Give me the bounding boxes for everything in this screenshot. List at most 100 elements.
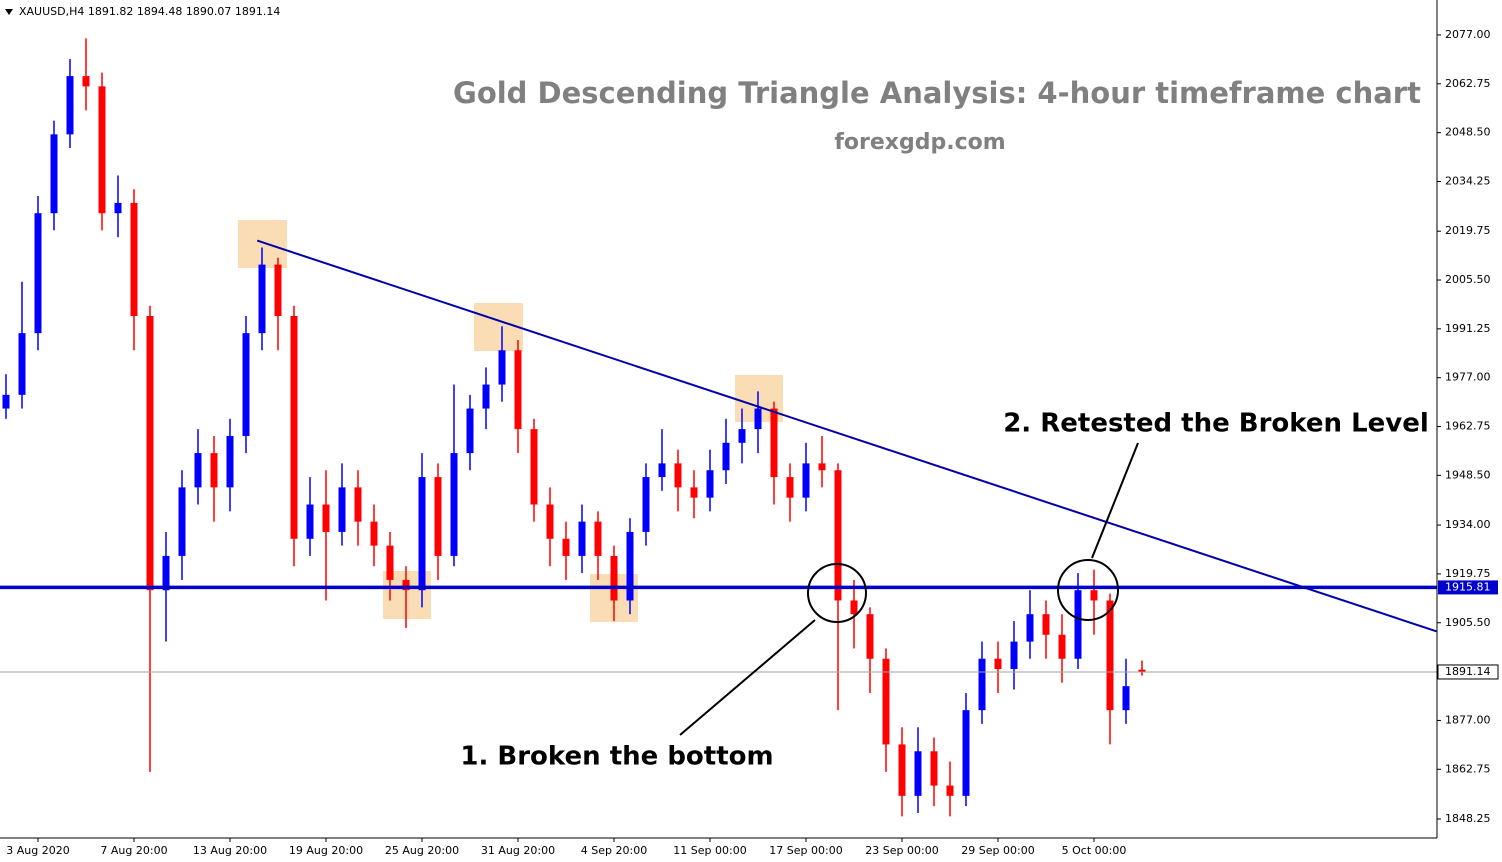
y-tick-label: 1991.25	[1445, 322, 1491, 335]
candle-body	[66, 76, 74, 135]
y-tick-label: 1977.00	[1445, 371, 1491, 384]
chart-subtitle: forexgdp.com	[834, 130, 1005, 155]
candle-body	[578, 521, 586, 556]
candle-body	[370, 521, 378, 546]
y-tick-label: 1905.50	[1445, 616, 1491, 629]
candle-body	[562, 538, 570, 556]
x-tick-label: 31 Aug 20:00	[481, 844, 555, 857]
y-tick-label: 1962.75	[1445, 420, 1491, 433]
candle-body	[546, 504, 554, 539]
x-tick-label: 17 Sep 00:00	[769, 844, 842, 857]
candle-body	[130, 202, 138, 317]
candle-body	[178, 487, 186, 556]
y-tick-label: 2034.25	[1445, 174, 1491, 187]
candle-body	[194, 453, 202, 488]
y-tick-label: 1948.50	[1445, 468, 1491, 481]
candle-body	[530, 429, 538, 505]
candle-body	[82, 76, 90, 87]
overlay: 1891.14 1915.81	[0, 239, 1499, 680]
y-tick-label: 2077.00	[1445, 28, 1491, 41]
candle-body	[786, 477, 794, 498]
candle-body	[882, 658, 890, 745]
candle-body	[626, 531, 634, 601]
support-label-box	[1438, 580, 1498, 595]
candle-body	[1010, 641, 1018, 670]
annotation: 2. Retested the Broken Level	[1003, 409, 1429, 439]
candle-body	[738, 429, 746, 443]
candle-body	[978, 658, 986, 711]
last-open: 1891.82	[88, 5, 134, 18]
candle-body	[482, 384, 490, 409]
last-close: 1891.14	[235, 5, 281, 18]
candle-body	[594, 521, 602, 556]
x-tick-label: 3 Aug 2020	[6, 844, 69, 857]
candle-body	[1026, 614, 1034, 642]
support-label: 1915.81	[1445, 580, 1491, 593]
x-tick-label: 11 Sep 00:00	[673, 844, 746, 857]
candle-body	[258, 264, 266, 334]
candle-body	[418, 477, 426, 591]
y-tick-label: 2005.50	[1445, 273, 1491, 286]
candle-body	[1074, 590, 1082, 659]
candle-body	[450, 453, 458, 556]
candle-body	[290, 316, 298, 539]
candle-body	[658, 463, 666, 478]
candle-body	[162, 555, 170, 591]
candle-body	[802, 463, 810, 498]
candle-body	[610, 555, 618, 601]
candle-body	[994, 658, 1002, 670]
candle-body	[498, 350, 506, 385]
candle-body	[146, 316, 154, 591]
x-tick-label: 4 Sep 20:00	[581, 844, 647, 857]
candle-body	[1138, 669, 1146, 672]
candle-body	[466, 408, 474, 454]
candle-body	[818, 463, 826, 471]
y-tick-label: 2019.75	[1445, 224, 1491, 237]
candle-body	[242, 333, 250, 436]
candle-body	[834, 470, 842, 601]
y-tick-label: 1848.25	[1445, 812, 1491, 825]
candle-body	[898, 744, 906, 796]
last-low: 1890.07	[186, 5, 232, 18]
candle-body	[338, 487, 346, 532]
trendline	[256, 239, 1437, 633]
candle-body	[322, 504, 330, 532]
candle-body	[866, 614, 874, 659]
chart-title: Gold Descending Triangle Analysis: 4-hou…	[453, 76, 1421, 110]
candle-body	[946, 785, 954, 796]
candle-body	[1058, 634, 1066, 659]
price-label: 1891.14	[1445, 665, 1491, 678]
callout-line	[679, 619, 816, 736]
callout-line	[1091, 442, 1139, 559]
candle-body	[402, 579, 410, 591]
x-tick-label: 19 Aug 20:00	[289, 844, 363, 857]
candle-body	[98, 86, 106, 214]
candle-body	[770, 408, 778, 478]
candle-body	[962, 710, 970, 796]
callout-circle	[807, 563, 867, 623]
candle-body	[1042, 614, 1050, 635]
candle-body	[754, 408, 762, 430]
x-tick-label: 13 Aug 20:00	[193, 844, 267, 857]
x-tick-label: 23 Sep 00:00	[865, 844, 938, 857]
candle-body	[114, 202, 122, 214]
candles	[2, 38, 1146, 817]
menu-arrow	[5, 9, 13, 15]
candle-body	[34, 213, 42, 334]
y-tick-label: 1919.75	[1445, 567, 1491, 580]
y-tick-label: 1934.00	[1445, 518, 1491, 531]
x-tick-label: 25 Aug 20:00	[385, 844, 459, 857]
annotation: 1. Broken the bottom	[460, 742, 773, 772]
candle-body	[210, 453, 218, 488]
last-high: 1894.48	[137, 5, 183, 18]
chart-header: XAUUSD,H4 1891.82 1894.48 1890.07 1891.1…	[19, 5, 280, 18]
candle-body	[386, 545, 394, 580]
y-tick-label: 1862.75	[1445, 762, 1491, 775]
candle-body	[50, 134, 58, 214]
y-tick-label: 1877.00	[1445, 713, 1491, 726]
candle-body	[18, 333, 26, 395]
candle-body	[274, 264, 282, 317]
